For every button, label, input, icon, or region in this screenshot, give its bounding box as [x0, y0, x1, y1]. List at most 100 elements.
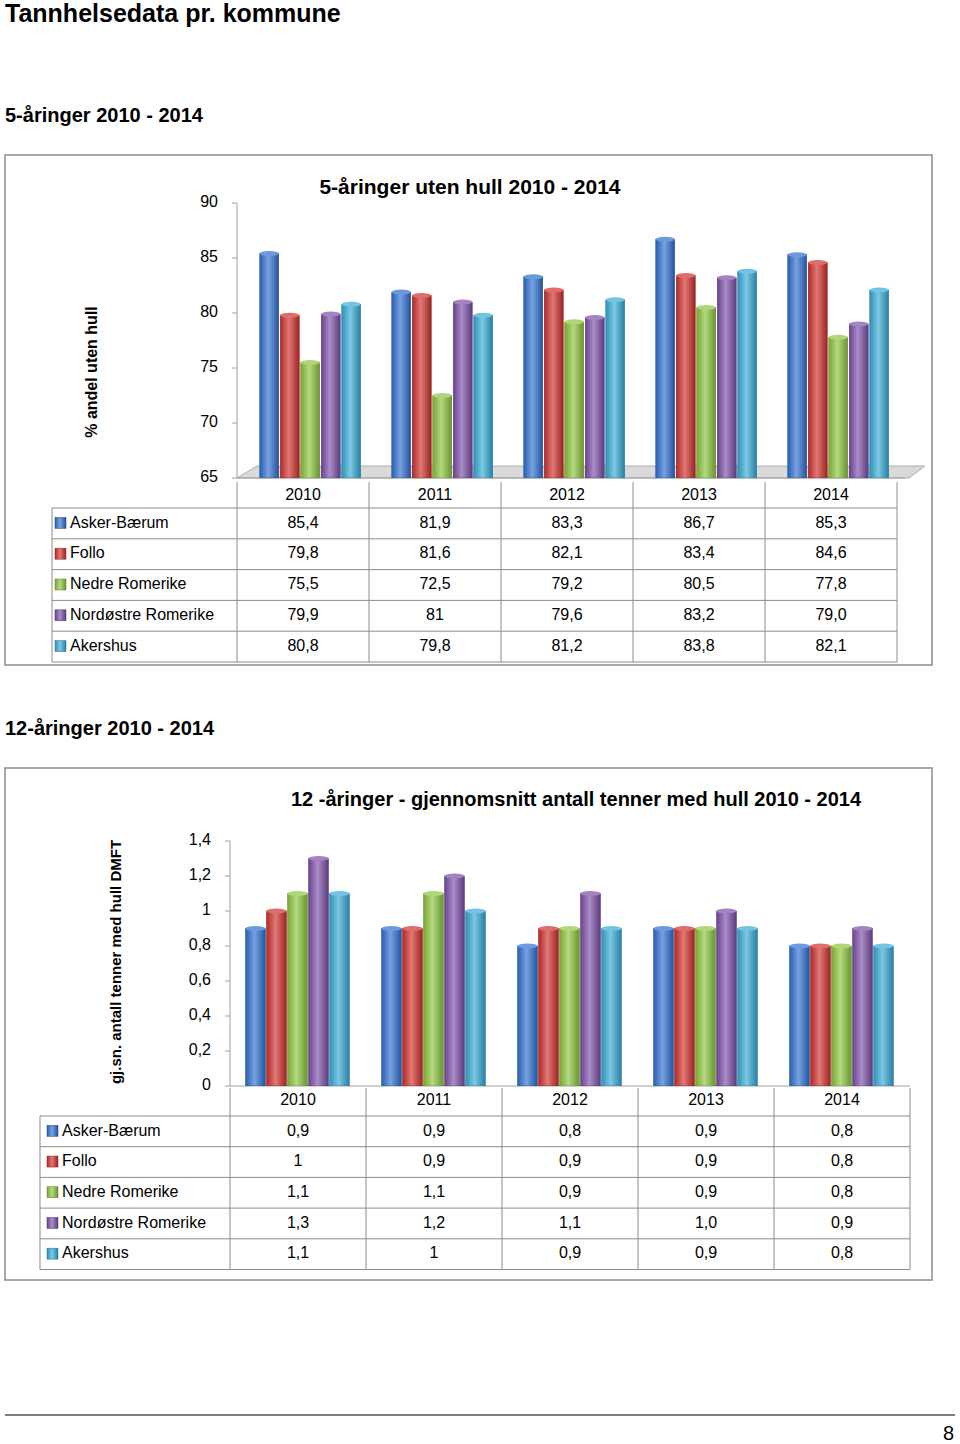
- bar: [267, 911, 287, 1086]
- bar-cap: [853, 926, 873, 931]
- bar: [696, 929, 716, 1087]
- y-tick-label: 0: [202, 1076, 211, 1093]
- legend-swatch: [47, 1187, 58, 1198]
- bar: [342, 304, 361, 478]
- table-value: 83,4: [683, 544, 714, 561]
- table-rule: [52, 538, 897, 539]
- bar: [717, 278, 736, 478]
- legend-swatch: [55, 517, 66, 528]
- y-tick: [225, 841, 230, 842]
- bar-cap: [790, 944, 810, 949]
- bar-cap: [808, 260, 827, 265]
- bar: [581, 894, 601, 1087]
- bar-cap: [466, 909, 486, 914]
- bar-cap: [544, 287, 563, 292]
- table-value: 0,8: [831, 1183, 853, 1200]
- table-value: 83,8: [683, 637, 714, 654]
- bar: [853, 929, 873, 1087]
- bar-cap: [738, 269, 757, 274]
- table-rule: [40, 1146, 910, 1147]
- category-label: 2010: [285, 486, 321, 503]
- table-rule: [633, 482, 634, 662]
- table-rule: [369, 482, 370, 662]
- legend-label: Asker-Bærum: [62, 1122, 161, 1139]
- bar: [717, 911, 737, 1086]
- bar: [808, 262, 827, 478]
- bar-cap: [565, 319, 584, 324]
- bar-cap: [602, 926, 622, 931]
- legend-label: Follo: [70, 544, 105, 561]
- bar: [466, 911, 486, 1086]
- legend-swatch: [55, 579, 66, 590]
- bar: [412, 295, 431, 478]
- bar: [524, 277, 543, 478]
- bar: [453, 302, 472, 478]
- table-value: 0,9: [831, 1214, 853, 1231]
- y-tick-label: 70: [200, 413, 218, 430]
- bar-cap: [738, 926, 758, 931]
- bar: [392, 292, 411, 478]
- table-rule: [52, 600, 897, 601]
- bar-cap: [403, 926, 423, 931]
- data-table: 20102011201220132014Asker-Bærum0,90,90,8…: [40, 1088, 910, 1270]
- legend-swatch: [47, 1125, 58, 1136]
- table-rule: [638, 1088, 639, 1270]
- table-value: 77,8: [815, 575, 846, 592]
- table-value: 82,1: [551, 544, 582, 561]
- bar: [474, 315, 493, 478]
- bar-cap: [829, 335, 848, 340]
- bar-cap: [675, 926, 695, 931]
- y-tick: [225, 981, 230, 982]
- bar: [676, 276, 695, 478]
- table-rule: [52, 508, 53, 662]
- y-tick: [232, 423, 237, 424]
- chart: 5-åringer uten hull 2010 - 2014% andel u…: [5, 155, 932, 665]
- table-value: 85,4: [287, 514, 318, 531]
- legend-label: Asker-Bærum: [70, 514, 169, 531]
- bar: [433, 396, 452, 479]
- section-heading: 12-åringer 2010 - 2014: [5, 717, 215, 739]
- bar: [309, 859, 329, 1087]
- legend-swatch: [47, 1217, 58, 1228]
- legend-label: Akershus: [62, 1244, 129, 1261]
- bar: [260, 254, 279, 478]
- table-rule: [237, 482, 238, 662]
- category-label: 2013: [681, 486, 717, 503]
- table-rule: [501, 482, 502, 662]
- bar: [738, 929, 758, 1087]
- bar: [288, 894, 308, 1087]
- legend-swatch: [55, 548, 66, 559]
- bar: [424, 894, 444, 1087]
- table-value: 75,5: [287, 575, 318, 592]
- table-value: 82,1: [815, 637, 846, 654]
- bar: [560, 929, 580, 1087]
- y-tick-label: 75: [200, 358, 218, 375]
- y-tick-label: 0,4: [189, 1006, 211, 1023]
- bar-cap: [849, 322, 868, 327]
- legend-swatch: [55, 610, 66, 621]
- bar-cap: [654, 926, 674, 931]
- y-axis-line: [230, 841, 231, 1086]
- bar-cap: [412, 293, 431, 298]
- chart: 12 -åringer - gjennomsnitt antall tenner…: [5, 768, 932, 1280]
- bar-cap: [474, 313, 493, 318]
- y-tick-label: 1,4: [189, 831, 211, 848]
- legend-label: Akershus: [70, 637, 137, 654]
- bar: [382, 929, 402, 1087]
- y-tick: [225, 911, 230, 912]
- category-label: 2013: [688, 1091, 724, 1108]
- category-label: 2011: [417, 1091, 452, 1108]
- legend-label: Nordøstre Romerike: [70, 606, 214, 623]
- legend-swatch: [55, 641, 66, 652]
- table-value: 0,9: [695, 1183, 717, 1200]
- bar: [602, 929, 622, 1087]
- bar-cap: [717, 275, 736, 280]
- y-tick-label: 80: [200, 303, 218, 320]
- y-tick: [225, 1051, 230, 1052]
- table-value: 81: [426, 606, 444, 623]
- y-tick-label: 85: [200, 248, 218, 265]
- bar-cap: [445, 874, 465, 879]
- bar: [870, 290, 889, 478]
- bar-cap: [656, 237, 675, 242]
- bar: [849, 324, 868, 478]
